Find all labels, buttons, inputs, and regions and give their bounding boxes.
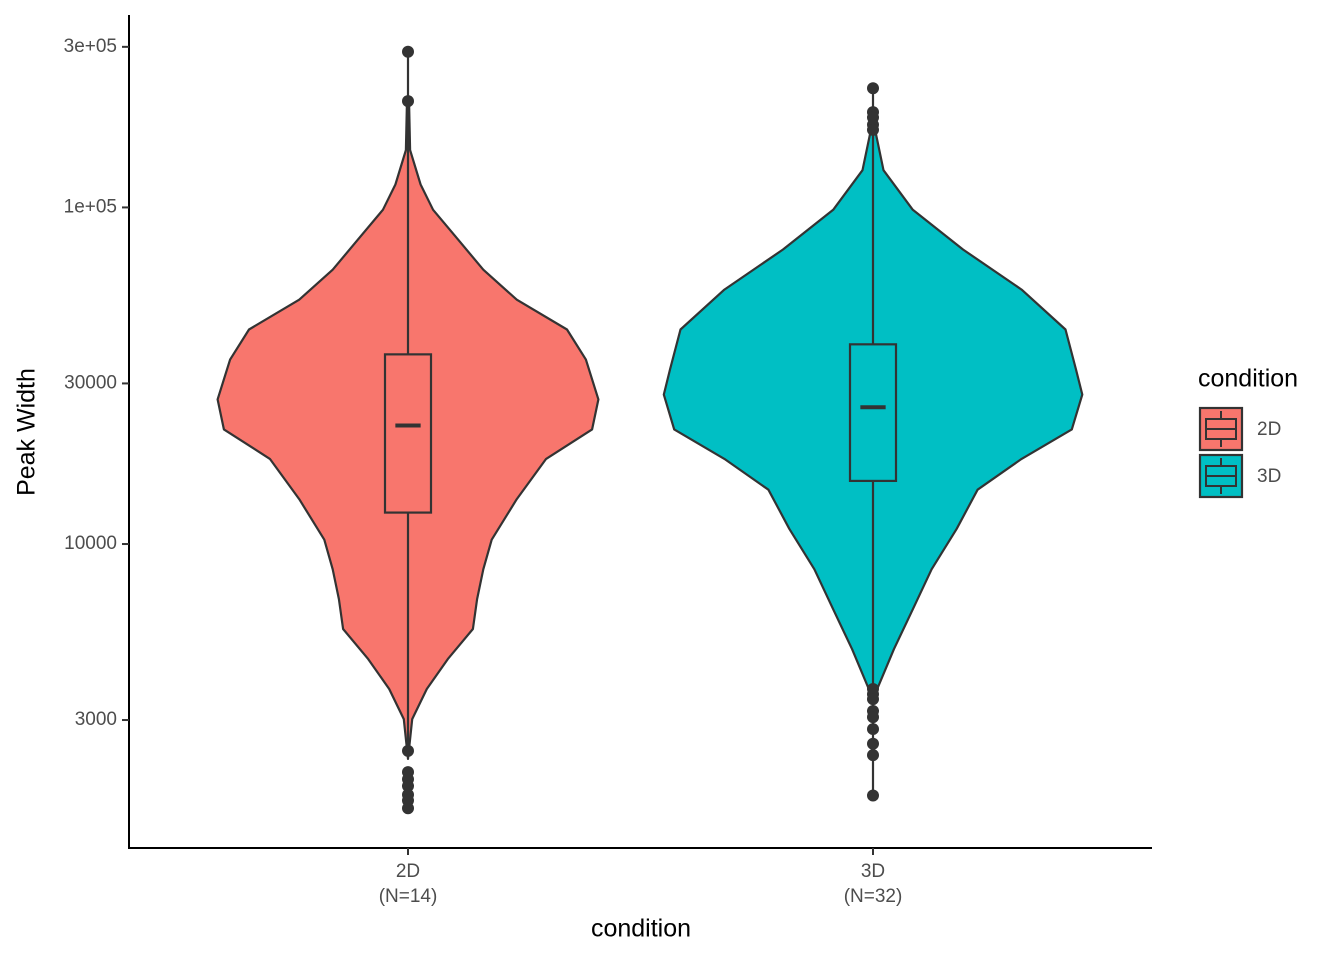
outlier (402, 780, 414, 793)
x-tick-sublabel: (N=32) (844, 886, 903, 907)
y-tick-label: 3e+05 (64, 36, 117, 57)
outlier (867, 82, 879, 95)
y-tick-label: 3000 (75, 709, 117, 730)
y-tick-label: 1e+05 (64, 196, 117, 217)
x-axis-title: condition (591, 915, 691, 943)
outlier (867, 693, 879, 706)
box (848, 343, 898, 483)
outlier (402, 802, 414, 815)
box (383, 353, 433, 514)
x-tick-label: 2D (396, 861, 420, 882)
y-axis-title: Peak Width (13, 368, 41, 496)
legend-label: 2D (1257, 419, 1281, 440)
outlier (402, 45, 414, 58)
x-tick-label: 3D (861, 861, 885, 882)
outlier (867, 723, 879, 736)
y-tick-label: 10000 (64, 533, 117, 554)
outlier (867, 789, 879, 802)
outlier (867, 123, 879, 136)
y-tick-label: 30000 (64, 372, 117, 393)
outlier (402, 744, 414, 757)
outlier (867, 737, 879, 750)
outlier (867, 749, 879, 762)
legend-title: condition (1198, 365, 1298, 393)
outlier (867, 711, 879, 724)
outlier (402, 95, 414, 108)
legend-label: 3D (1257, 466, 1281, 487)
x-tick-sublabel: (N=14) (379, 886, 438, 907)
